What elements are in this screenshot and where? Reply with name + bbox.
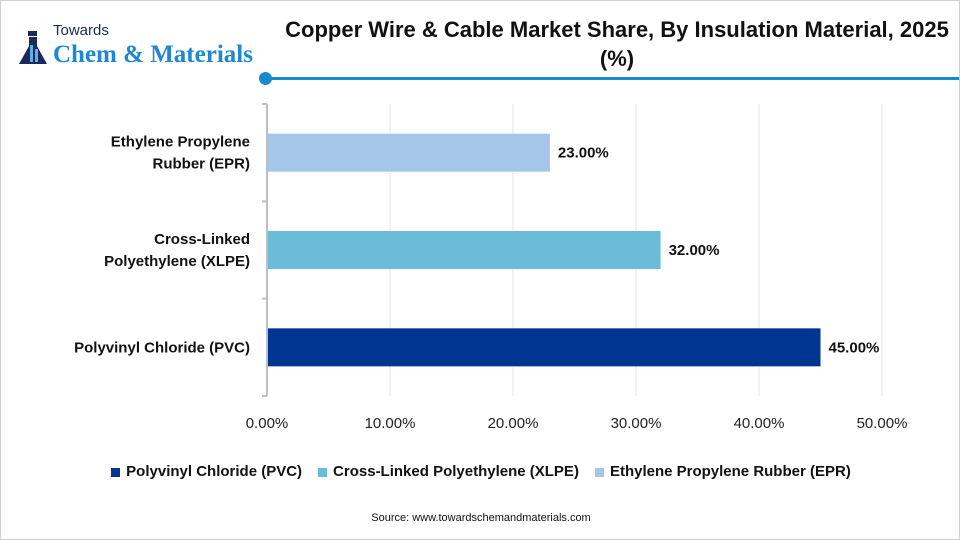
legend-item: Polyvinyl Chloride (PVC) bbox=[111, 463, 302, 481]
chart-title: Copper Wire & Cable Market Share, By Ins… bbox=[285, 17, 949, 71]
source-text: Source: www.towardschemandmaterials.com bbox=[371, 512, 591, 524]
x-tick-label: 40.00% bbox=[734, 415, 785, 432]
title-rule bbox=[267, 77, 959, 80]
bar bbox=[268, 133, 550, 172]
legend-item: Cross-Linked Polyethylene (XLPE) bbox=[318, 463, 579, 481]
title-rule-dot bbox=[259, 72, 272, 85]
x-tick-label: 0.00% bbox=[246, 415, 289, 432]
legend-swatch bbox=[318, 467, 328, 477]
x-tick-label: 10.00% bbox=[365, 415, 416, 432]
legend: Polyvinyl Chloride (PVC) Cross-Linked Pol… bbox=[1, 463, 959, 481]
plot-area: 0.00% 10.00% 20.00% 30.00% 40.00% 50.00% 45.00… bbox=[74, 103, 908, 432]
x-tick-label: 30.00% bbox=[611, 415, 662, 432]
logo: Towards Chem & Materials bbox=[17, 23, 267, 71]
data-label: 23.00% bbox=[558, 145, 609, 162]
category-label: Rubber (EPR) bbox=[153, 156, 251, 173]
logo-main-text: Chem & Materials bbox=[53, 41, 253, 68]
data-label: 32.00% bbox=[669, 242, 720, 259]
logo-top-text: Towards bbox=[53, 22, 109, 39]
bar bbox=[268, 231, 661, 269]
x-tick-label: 20.00% bbox=[488, 415, 539, 432]
flask-icon bbox=[19, 31, 47, 64]
legend-swatch bbox=[594, 467, 604, 477]
legend-label: Cross-Linked Polyethylene (XLPE) bbox=[333, 463, 579, 480]
legend-item: Ethylene Propylene Rubber (EPR) bbox=[594, 463, 851, 481]
category-label: Polyvinyl Chloride (PVC) bbox=[74, 339, 250, 356]
category-label: Polyethylene (XLPE) bbox=[104, 253, 250, 270]
data-label: 45.00% bbox=[829, 339, 880, 356]
legend-swatch bbox=[111, 467, 121, 477]
category-label: Ethylene Propylene bbox=[111, 134, 250, 151]
x-tick-label: 50.00% bbox=[857, 415, 908, 432]
bar bbox=[268, 328, 821, 367]
category-label: Cross-Linked bbox=[154, 231, 250, 248]
legend-label: Ethylene Propylene Rubber (EPR) bbox=[609, 463, 851, 480]
legend-label: Polyvinyl Chloride (PVC) bbox=[126, 463, 303, 480]
